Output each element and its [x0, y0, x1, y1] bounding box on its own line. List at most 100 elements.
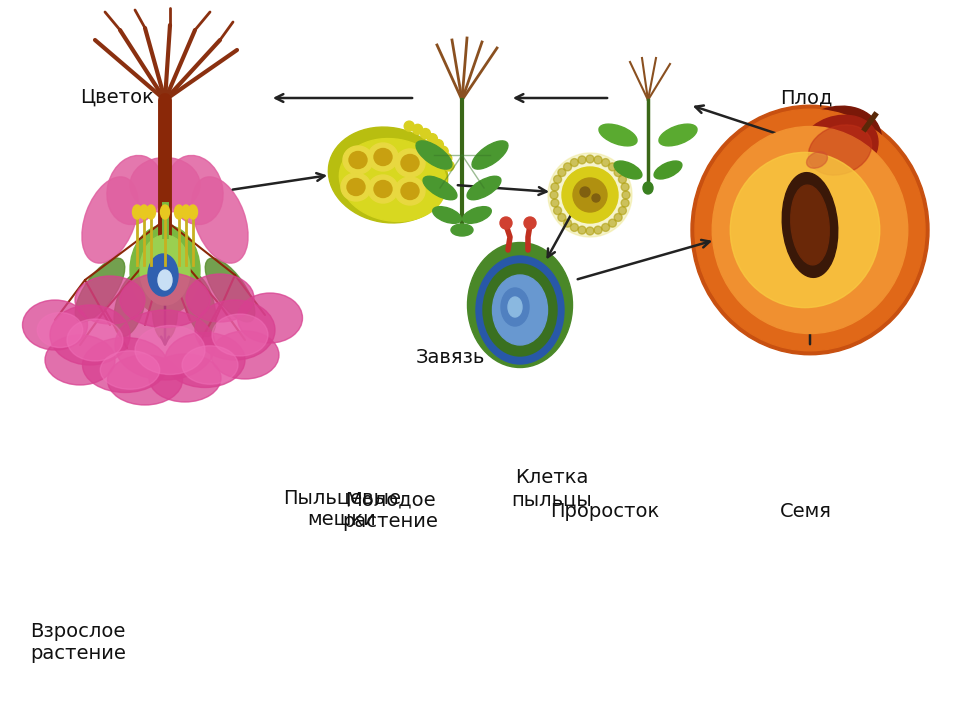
Circle shape [622, 191, 630, 199]
Ellipse shape [22, 300, 87, 350]
Ellipse shape [472, 141, 508, 169]
Ellipse shape [135, 325, 205, 374]
Ellipse shape [140, 235, 190, 305]
Ellipse shape [149, 354, 221, 402]
Ellipse shape [147, 205, 156, 219]
Circle shape [580, 187, 590, 197]
Ellipse shape [423, 176, 457, 199]
Circle shape [586, 155, 594, 163]
Ellipse shape [401, 155, 419, 171]
Ellipse shape [108, 355, 182, 405]
Ellipse shape [501, 288, 529, 326]
Circle shape [442, 153, 452, 163]
Circle shape [433, 140, 444, 150]
Ellipse shape [192, 177, 248, 263]
Ellipse shape [614, 161, 642, 179]
Circle shape [554, 176, 562, 184]
Circle shape [621, 183, 629, 191]
Ellipse shape [791, 185, 829, 265]
Ellipse shape [731, 153, 879, 307]
Ellipse shape [205, 258, 254, 322]
Circle shape [413, 125, 422, 135]
Circle shape [578, 156, 586, 164]
Text: Клетка
пыльцы: Клетка пыльцы [512, 468, 592, 509]
Ellipse shape [148, 254, 178, 296]
Ellipse shape [492, 275, 547, 345]
Ellipse shape [368, 143, 398, 171]
Circle shape [404, 121, 414, 131]
Text: Пыльцевые
мешки: Пыльцевые мешки [283, 488, 401, 529]
Ellipse shape [100, 351, 159, 390]
Text: Цветок: Цветок [80, 88, 154, 107]
Circle shape [551, 199, 559, 207]
Circle shape [614, 168, 622, 176]
Ellipse shape [401, 182, 419, 199]
Ellipse shape [181, 205, 190, 219]
Circle shape [558, 168, 565, 176]
Circle shape [570, 223, 578, 231]
Ellipse shape [483, 264, 557, 356]
Ellipse shape [451, 224, 473, 236]
Ellipse shape [468, 176, 501, 199]
Ellipse shape [120, 272, 210, 328]
Ellipse shape [695, 109, 925, 351]
Circle shape [558, 213, 565, 222]
Text: Плод: Плод [780, 88, 832, 107]
Circle shape [586, 227, 594, 235]
Circle shape [618, 176, 627, 184]
Ellipse shape [45, 335, 115, 385]
Circle shape [602, 158, 610, 166]
Circle shape [548, 153, 632, 237]
Ellipse shape [374, 148, 392, 166]
Ellipse shape [798, 115, 878, 181]
Ellipse shape [115, 310, 215, 380]
Circle shape [427, 134, 438, 144]
Circle shape [609, 163, 616, 171]
Ellipse shape [328, 127, 447, 223]
Ellipse shape [114, 274, 146, 337]
Ellipse shape [130, 158, 200, 212]
Circle shape [562, 167, 618, 223]
Circle shape [578, 226, 586, 234]
Ellipse shape [395, 149, 425, 177]
Ellipse shape [188, 205, 198, 219]
Text: Завязь: Завязь [416, 348, 485, 367]
Circle shape [420, 129, 430, 138]
Ellipse shape [195, 300, 275, 360]
Ellipse shape [395, 177, 425, 205]
Circle shape [594, 226, 602, 234]
Circle shape [592, 194, 600, 202]
Ellipse shape [599, 124, 637, 146]
Ellipse shape [237, 293, 302, 343]
Circle shape [609, 219, 616, 227]
Text: Проросток: Проросток [550, 502, 660, 521]
Text: Семя: Семя [780, 502, 832, 521]
Text: Молодое
растение: Молодое растение [342, 490, 438, 531]
Circle shape [594, 156, 602, 164]
Circle shape [444, 161, 454, 171]
Ellipse shape [788, 106, 881, 184]
Ellipse shape [182, 346, 238, 384]
Ellipse shape [508, 297, 522, 317]
Ellipse shape [368, 175, 398, 203]
Ellipse shape [347, 179, 365, 196]
Ellipse shape [808, 125, 872, 175]
Ellipse shape [339, 138, 446, 222]
Ellipse shape [416, 141, 452, 169]
Ellipse shape [184, 274, 216, 337]
Ellipse shape [75, 276, 145, 324]
Ellipse shape [211, 331, 279, 379]
Ellipse shape [349, 151, 367, 168]
Circle shape [621, 199, 629, 207]
Ellipse shape [691, 105, 929, 355]
Ellipse shape [139, 205, 149, 219]
Circle shape [550, 191, 558, 199]
Ellipse shape [212, 314, 268, 356]
Circle shape [614, 213, 622, 222]
Ellipse shape [343, 146, 373, 174]
Ellipse shape [186, 274, 254, 322]
Circle shape [524, 217, 536, 229]
Text: Взрослое
растение: Взрослое растение [30, 622, 126, 663]
Ellipse shape [643, 182, 653, 194]
Ellipse shape [165, 333, 245, 387]
